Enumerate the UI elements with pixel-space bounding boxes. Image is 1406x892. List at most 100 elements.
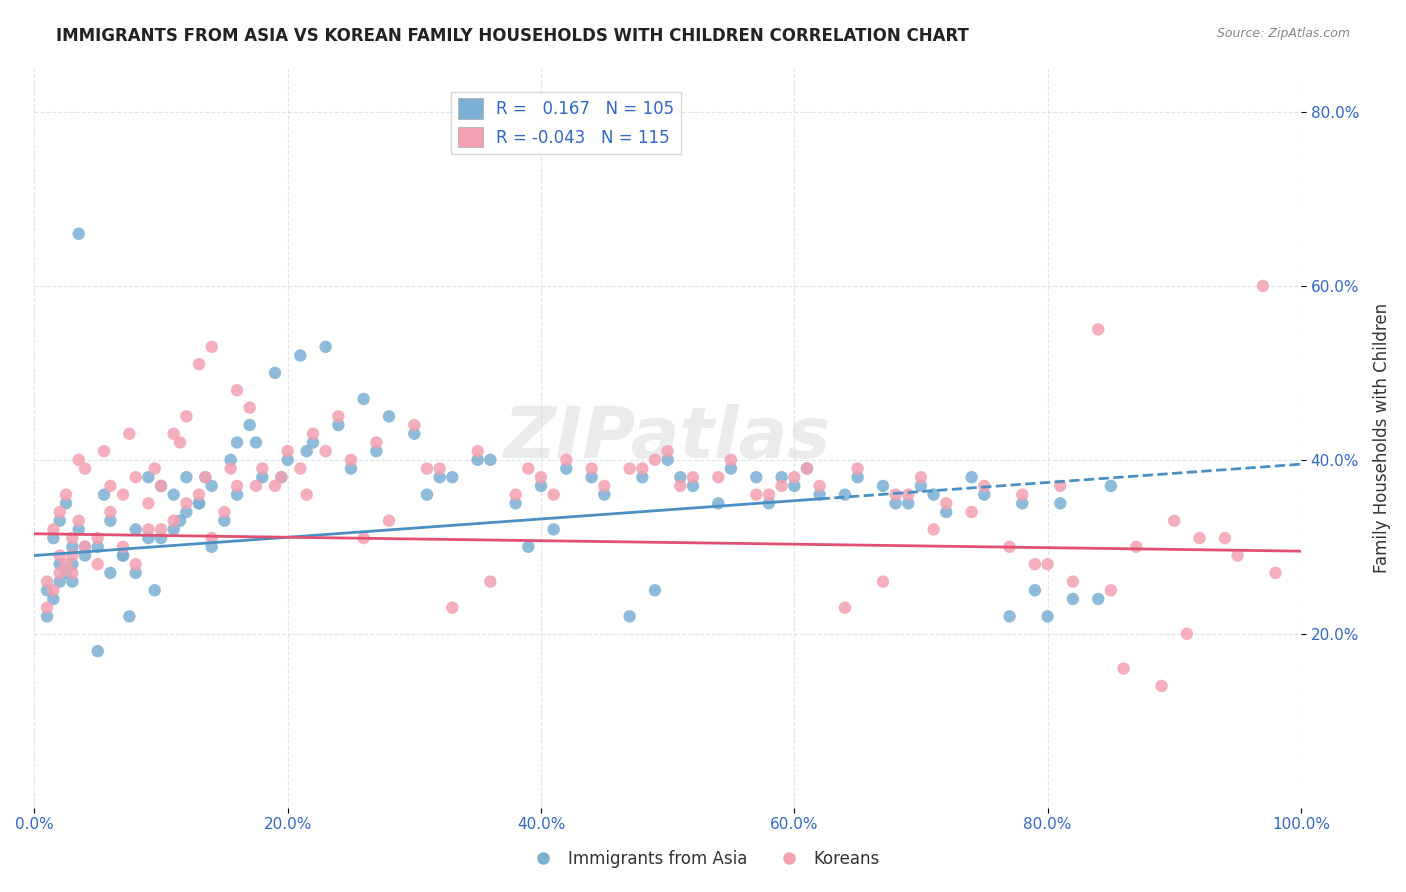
Point (188, 496, 211, 510)
Point (194, 470, 217, 484)
Point (150, 523, 173, 537)
Point (201, 479, 224, 493)
Point (619, 609, 641, 624)
Point (366, 444, 388, 458)
Point (48, 549, 70, 563)
Point (55, 496, 77, 510)
Point (302, 426, 325, 441)
Point (277, 444, 299, 458)
Point (219, 453, 242, 467)
Point (201, 531, 224, 545)
Point (872, 574, 894, 589)
Point (745, 488, 768, 502)
Point (707, 496, 730, 510)
Point (226, 435, 249, 450)
Text: ZIPatlas: ZIPatlas (503, 403, 831, 473)
Point (441, 470, 464, 484)
Point (270, 470, 292, 484)
Point (682, 470, 704, 484)
Point (467, 444, 489, 458)
Point (201, 540, 224, 554)
Point (758, 496, 780, 510)
Legend: R =   0.167   N = 105, R = -0.043   N = 115: R = 0.167 N = 105, R = -0.043 N = 115 (451, 92, 681, 154)
Point (378, 514, 401, 528)
Point (998, 540, 1021, 554)
Point (264, 366, 287, 380)
Point (505, 488, 527, 502)
Point (138, 523, 160, 537)
Point (429, 461, 451, 475)
Point (226, 384, 249, 398)
Point (783, 470, 806, 484)
Point (48, 566, 70, 580)
Point (973, 479, 995, 493)
Point (340, 461, 363, 475)
Point (631, 470, 654, 484)
Point (118, 609, 141, 624)
Point (1024, 583, 1046, 598)
Point (252, 470, 274, 484)
Point (834, 600, 856, 615)
Point (429, 470, 451, 484)
Point (150, 531, 173, 545)
Point (48, 558, 70, 572)
Point (42, 583, 65, 598)
Point (1213, 531, 1236, 545)
Point (55, 558, 77, 572)
Point (264, 479, 287, 493)
Point (60, 574, 83, 589)
Point (328, 418, 350, 433)
Point (194, 470, 217, 484)
Point (644, 453, 666, 467)
Point (1087, 591, 1109, 606)
Point (98, 566, 121, 580)
Point (60, 558, 83, 572)
Point (682, 479, 704, 493)
Point (922, 523, 945, 537)
Point (1163, 514, 1185, 528)
Point (86, 644, 108, 658)
Point (644, 583, 666, 598)
Point (1049, 479, 1071, 493)
Point (214, 505, 236, 519)
Point (441, 600, 464, 615)
Point (302, 435, 325, 450)
Point (143, 461, 166, 475)
Point (245, 479, 267, 493)
Point (86, 531, 108, 545)
Point (1011, 496, 1033, 510)
Point (846, 470, 869, 484)
Point (960, 470, 983, 484)
Point (219, 461, 242, 475)
Point (1036, 609, 1059, 624)
Point (245, 435, 267, 450)
Point (42, 523, 65, 537)
Point (176, 496, 198, 510)
Point (60, 549, 83, 563)
Point (73, 540, 96, 554)
Point (35, 600, 58, 615)
Point (125, 558, 148, 572)
Point (73, 549, 96, 563)
Point (543, 488, 565, 502)
Point (935, 496, 957, 510)
Point (555, 461, 578, 475)
Point (188, 496, 211, 510)
Point (315, 444, 337, 458)
Point (517, 461, 540, 475)
Point (176, 409, 198, 424)
Point (404, 418, 426, 433)
Point (935, 505, 957, 519)
Point (1036, 558, 1059, 572)
Point (973, 488, 995, 502)
Point (366, 435, 388, 450)
Point (73, 540, 96, 554)
Point (86, 540, 108, 554)
Point (98, 505, 121, 519)
Point (770, 470, 793, 484)
Point (897, 488, 920, 502)
Point (42, 591, 65, 606)
Point (910, 470, 932, 484)
Point (214, 514, 236, 528)
Point (55, 566, 77, 580)
